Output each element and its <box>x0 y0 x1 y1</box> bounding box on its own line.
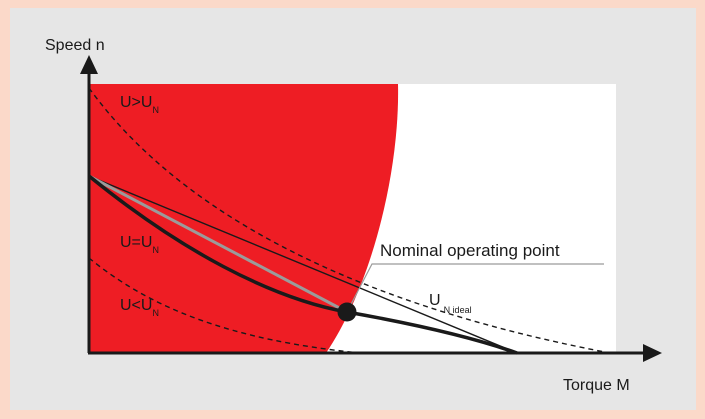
y-axis-label: Speed n <box>45 37 105 54</box>
y-axis-arrow-icon <box>80 55 98 74</box>
nominal-operating-point-marker <box>337 302 357 322</box>
line-u-nominal-ideal <box>88 175 518 354</box>
x-axis-arrow-icon <box>643 344 662 362</box>
curve-u-above-nominal <box>88 87 611 354</box>
curve-u-nominal <box>87 174 518 355</box>
label-u-below-nominal: U<UN <box>120 297 159 318</box>
x-axis-label: Torque M <box>563 377 630 394</box>
curve-u-below-nominal <box>88 257 361 354</box>
chord-to-operating-point <box>88 174 348 314</box>
operating-region <box>89 84 399 353</box>
label-nominal-operating-point: Nominal operating point <box>380 241 560 260</box>
label-u-nominal-ideal: UN ideal <box>429 292 472 315</box>
label-u-above-nominal: U>UN <box>120 94 159 115</box>
nominal-point-leader <box>346 263 604 313</box>
label-u-nominal: U=UN <box>120 234 159 255</box>
